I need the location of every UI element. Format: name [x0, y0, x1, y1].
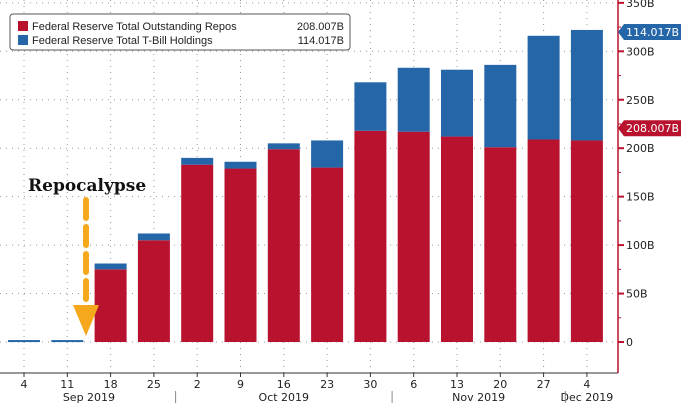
bar-tbills — [354, 82, 387, 131]
legend: Federal Reserve Total Outstanding Repos … — [9, 13, 351, 51]
x-tick-label: 25 — [147, 378, 161, 391]
annotation-text: Repocalypse — [28, 176, 146, 196]
bar-tbills — [267, 143, 300, 150]
bar-tbills — [94, 263, 127, 270]
bar-repos — [397, 131, 430, 342]
x-axis: 4 11 18 25 2 9 16 23 30 6 13 20 27 4 Sep 2019 Oct 2019 N… — [0, 372, 618, 403]
bar-repos — [441, 136, 473, 342]
y-tick-label: 0 — [626, 336, 633, 349]
bar-tbills — [527, 35, 560, 140]
last-value-tag-text: 114.017B — [626, 26, 679, 39]
x-tick-label: 13 — [450, 378, 464, 391]
x-tick-label: 20 — [493, 378, 507, 391]
x-tick-label: 6 — [410, 378, 417, 391]
last-value-tag: 114.017B — [618, 23, 681, 40]
x-tick-label: 9 — [237, 378, 244, 391]
bar-repos — [267, 149, 300, 342]
bar-repos — [311, 167, 344, 342]
x-tick-label: 16 — [277, 378, 291, 391]
y-tick-label: 50B — [626, 288, 648, 301]
x-tick-label: 30 — [363, 378, 377, 391]
last-value-tag-bg — [618, 120, 681, 137]
bar-tbills — [8, 340, 40, 343]
annotation: Repocalypse — [28, 176, 146, 336]
y-tick-label: 200B — [626, 142, 655, 155]
y-tick-label: 150B — [626, 191, 655, 204]
last-value-tag: 208.007B — [618, 120, 681, 137]
x-tick-label: 4 — [583, 378, 590, 391]
last-value-tag-bg — [618, 23, 681, 40]
legend-label-tbills: Federal Reserve Total T-Bill Holdings — [32, 35, 213, 47]
month-label: Oct 2019 — [259, 391, 310, 403]
legend-value-tbills: 114.017B — [298, 35, 344, 47]
bar-tbills — [311, 140, 344, 168]
x-tick-label: 2 — [194, 378, 201, 391]
bar-tbills — [224, 161, 257, 169]
legend-value-repos: 208.007B — [297, 21, 344, 33]
bar-tbills — [570, 29, 603, 141]
y-tick-label: 100B — [626, 239, 655, 252]
bar-repos — [527, 139, 560, 342]
annotation-arrow-head — [73, 305, 99, 336]
legend-label-repos: Federal Reserve Total Outstanding Repos — [32, 21, 237, 33]
y-tick-label: 300B — [626, 45, 655, 58]
bar-repos — [484, 147, 517, 342]
last-value-tags: 208.007B 114.017B — [618, 23, 681, 137]
x-tick-label: 4 — [21, 378, 28, 391]
bar-repos — [570, 140, 603, 342]
bar-tbills — [441, 69, 473, 137]
bar-tbills — [484, 64, 517, 148]
bar-repos — [354, 130, 387, 342]
y-axis: 0 50B 100B 150B 200B 250B 300B 350B — [617, 0, 655, 373]
month-label: Sep 2019 — [63, 391, 115, 403]
x-tick-label: 11 — [60, 378, 74, 391]
month-label: Dec 2019 — [561, 391, 614, 403]
last-value-tag-text: 208.007B — [626, 122, 679, 135]
bar-tbills — [181, 157, 214, 165]
x-tick-label: 18 — [104, 378, 118, 391]
bars — [8, 29, 603, 343]
y-tick-label: 350B — [626, 0, 655, 10]
bar-repos — [224, 168, 257, 342]
x-tick-label: 27 — [537, 378, 551, 391]
bar-tbills — [137, 233, 170, 241]
bar-repos — [137, 240, 170, 342]
y-tick-label: 250B — [626, 94, 655, 107]
bar-tbills — [397, 67, 430, 132]
bar-repos — [94, 269, 127, 342]
bar-repos — [181, 164, 214, 342]
legend-swatch-repos — [18, 21, 28, 31]
legend-swatch-tbills — [18, 35, 28, 45]
month-label: Nov 2019 — [452, 391, 505, 403]
bar-tbills — [51, 340, 84, 343]
x-tick-label: 23 — [320, 378, 334, 391]
